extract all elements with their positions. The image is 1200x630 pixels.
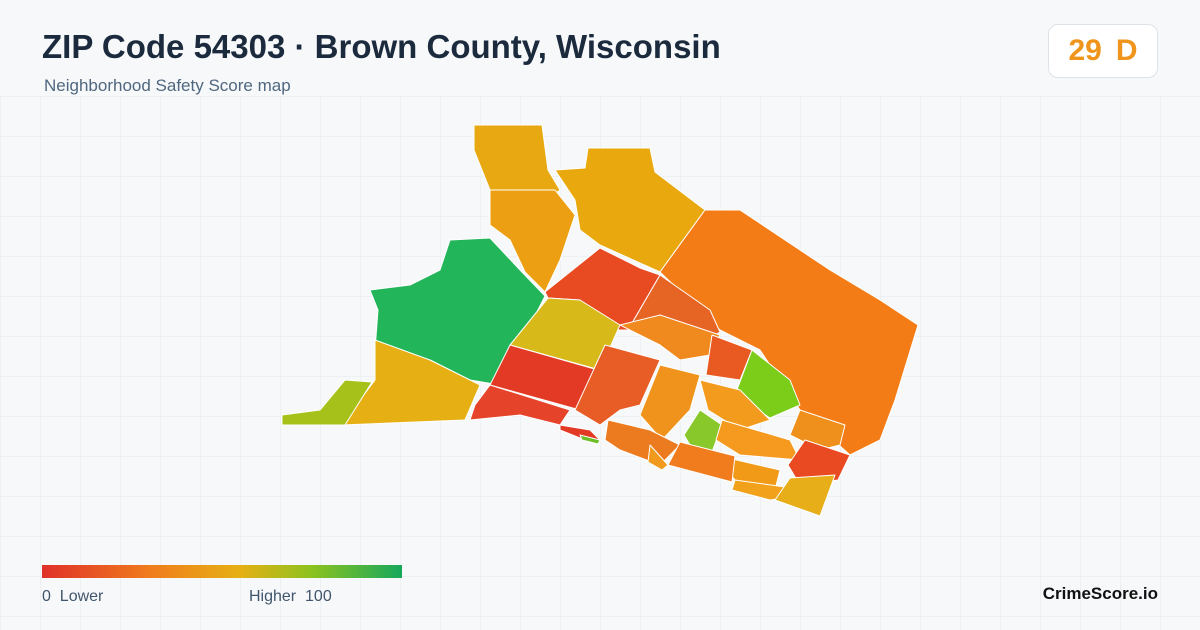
- legend-max: 100: [305, 588, 332, 605]
- legend-low-label: Lower: [59, 588, 104, 605]
- score-badge: 29 D: [1048, 24, 1158, 78]
- legend-high: Higher 100: [249, 588, 332, 606]
- legend-high-label: Higher: [249, 588, 297, 605]
- title: ZIP Code 54303 · Brown County, Wisconsin: [42, 28, 721, 65]
- zip-regions: [281, 124, 919, 517]
- subtitle: Neighborhood Safety Score map: [44, 76, 291, 95]
- score: 29: [1068, 34, 1102, 67]
- legend-gradient: [42, 565, 402, 578]
- grade: D: [1115, 34, 1138, 67]
- legend-min: 0: [42, 588, 51, 605]
- legend-low: 0 Lower: [42, 588, 103, 606]
- brand: CrimeScore.io: [1042, 584, 1158, 603]
